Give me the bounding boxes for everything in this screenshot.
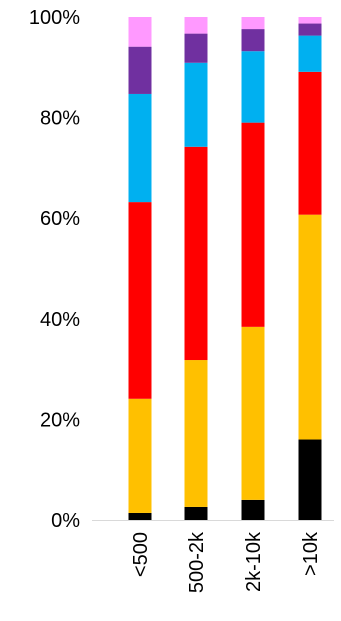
bar-segment [128, 512, 152, 520]
x-category-label: 2k-10k [243, 531, 265, 592]
y-tick-label: 40% [40, 309, 80, 331]
x-axis-category-labels: <500 500-2k 2k-10k >10k [130, 531, 322, 593]
bar-segment [241, 17, 265, 30]
bar-segment [298, 71, 322, 215]
bar-segment [298, 439, 322, 520]
bar-stack [128, 17, 152, 520]
bar-segment [241, 499, 265, 520]
bar-segment [184, 17, 208, 34]
bar-stack [184, 17, 208, 520]
y-tick-label: 100% [29, 7, 80, 29]
y-tick-label: 20% [40, 409, 80, 431]
bar-segment [184, 146, 208, 361]
bar-segment [241, 326, 265, 500]
bar-segment [184, 33, 208, 63]
y-tick-label: 80% [40, 108, 80, 130]
bar-segment [128, 17, 152, 47]
y-tick-label: 0% [51, 510, 80, 532]
bar-stacks [128, 17, 322, 520]
bar-segment [298, 17, 322, 24]
y-tick-label: 60% [40, 208, 80, 230]
x-category-label: >10k [300, 531, 322, 576]
bar-segment [241, 51, 265, 123]
bar-stack [241, 17, 265, 520]
bar-segment [184, 62, 208, 147]
bar-segment [298, 35, 322, 72]
bar-segment [184, 506, 208, 520]
x-category-label: <500 [130, 532, 152, 577]
bar-segment [241, 29, 265, 52]
y-axis-tick-labels: 0% 20% 40% 60% 80% 100% [29, 7, 80, 532]
bar-segment [241, 122, 265, 327]
bar-segment [298, 214, 322, 440]
bar-segment [128, 398, 152, 513]
bar-segment [184, 360, 208, 507]
bar-segment [128, 46, 152, 94]
x-category-label: 500-2k [186, 531, 208, 593]
bar-segment [128, 202, 152, 399]
bar-segment [128, 93, 152, 203]
bar-segment [298, 23, 322, 36]
bar-stack [298, 17, 322, 520]
